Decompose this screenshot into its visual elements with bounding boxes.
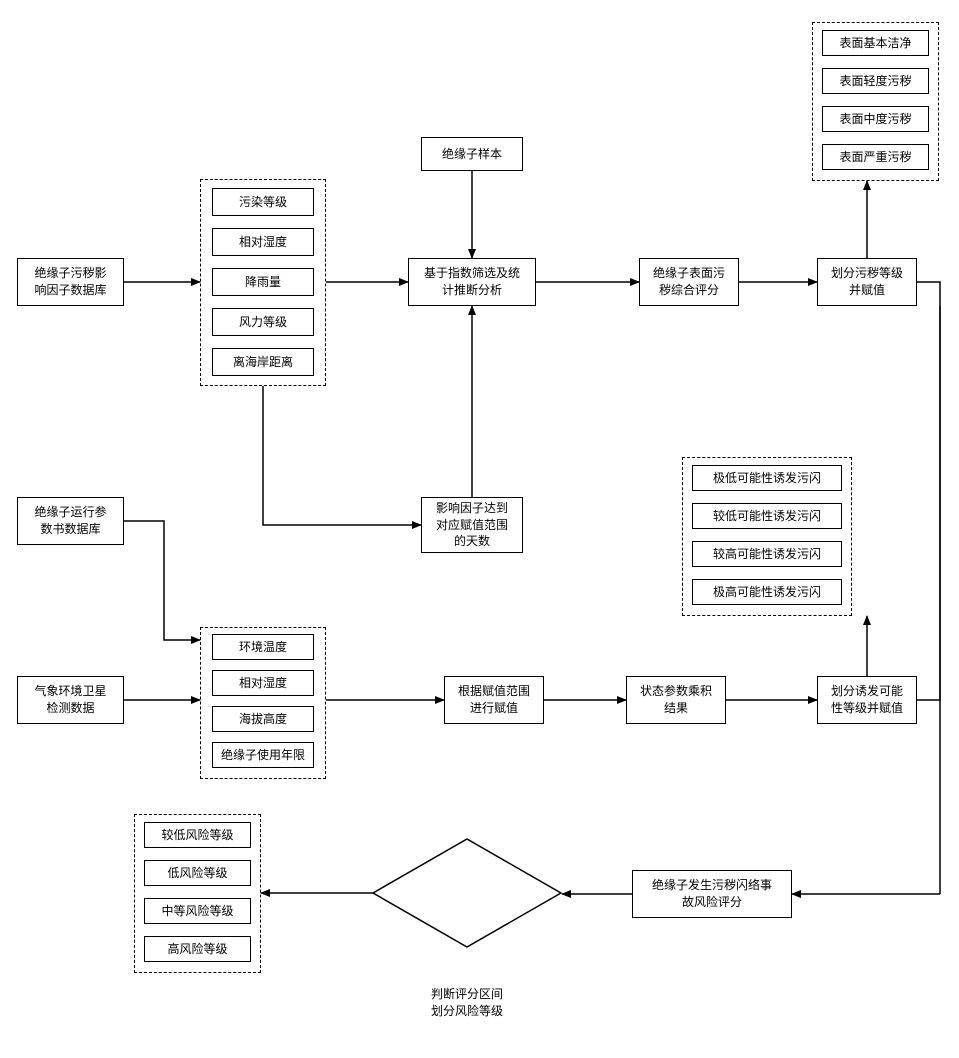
g1-item-1: 相对湿度 (212, 228, 314, 256)
g5-item-0: 较低风险等级 (144, 822, 251, 848)
satellite-data: 气象环境卫星 检测数据 (17, 676, 124, 724)
g2-item-3: 绝缘子使用年限 (212, 742, 314, 768)
state-product: 状态参数乘积 结果 (626, 676, 726, 724)
diamond-label: 判断评分区间 划分风险等级 (372, 948, 562, 1058)
g2-item-0: 环境温度 (212, 634, 314, 660)
g3-item-1: 表面轻度污秽 (822, 68, 929, 94)
trigger-grade: 划分诱发可能 性等级并赋值 (817, 676, 917, 724)
risk-score: 绝缘子发生污秽闪络事 故风险评分 (632, 870, 792, 918)
g3-item-3: 表面严重污秽 (822, 144, 929, 170)
g4-item-2: 较高可能性诱发污闪 (692, 541, 842, 567)
g1-item-4: 离海岸距离 (212, 348, 314, 376)
g3-item-0: 表面基本洁净 (822, 30, 929, 56)
surface-score: 绝缘子表面污 秽综合评分 (639, 258, 739, 306)
db-operating-params: 绝缘子运行参 数书数据库 (17, 497, 124, 545)
g2-item-2: 海拔高度 (212, 706, 314, 732)
g5-item-2: 中等风险等级 (144, 898, 251, 924)
db-pollution-factors: 绝缘子污秽影 响因子数据库 (17, 258, 124, 306)
g1-item-2: 降雨量 (212, 268, 314, 296)
assign-values: 根据赋值范围 进行赋值 (444, 676, 544, 724)
g2-item-1: 相对湿度 (212, 670, 314, 696)
pollution-grade: 划分污秽等级 并赋值 (817, 258, 917, 306)
g5-item-1: 低风险等级 (144, 860, 251, 886)
g4-item-1: 较低可能性诱发污闪 (692, 503, 842, 529)
g3-item-2: 表面中度污秽 (822, 106, 929, 132)
factor-days: 影响因子达到 对应赋值范围 的天数 (421, 497, 523, 553)
g5-item-3: 高风险等级 (144, 936, 251, 962)
g4-item-3: 极高可能性诱发污闪 (692, 579, 842, 605)
insulator-sample: 绝缘子样本 (421, 137, 523, 171)
g1-item-0: 污染等级 (212, 188, 314, 216)
index-analysis: 基于指数筛选及统 计推断分析 (408, 258, 536, 306)
g4-item-0: 极低可能性诱发污闪 (692, 465, 842, 491)
g1-item-3: 风力等级 (212, 308, 314, 336)
decision-risk-level: 判断评分区间 划分风险等级 (372, 838, 562, 948)
